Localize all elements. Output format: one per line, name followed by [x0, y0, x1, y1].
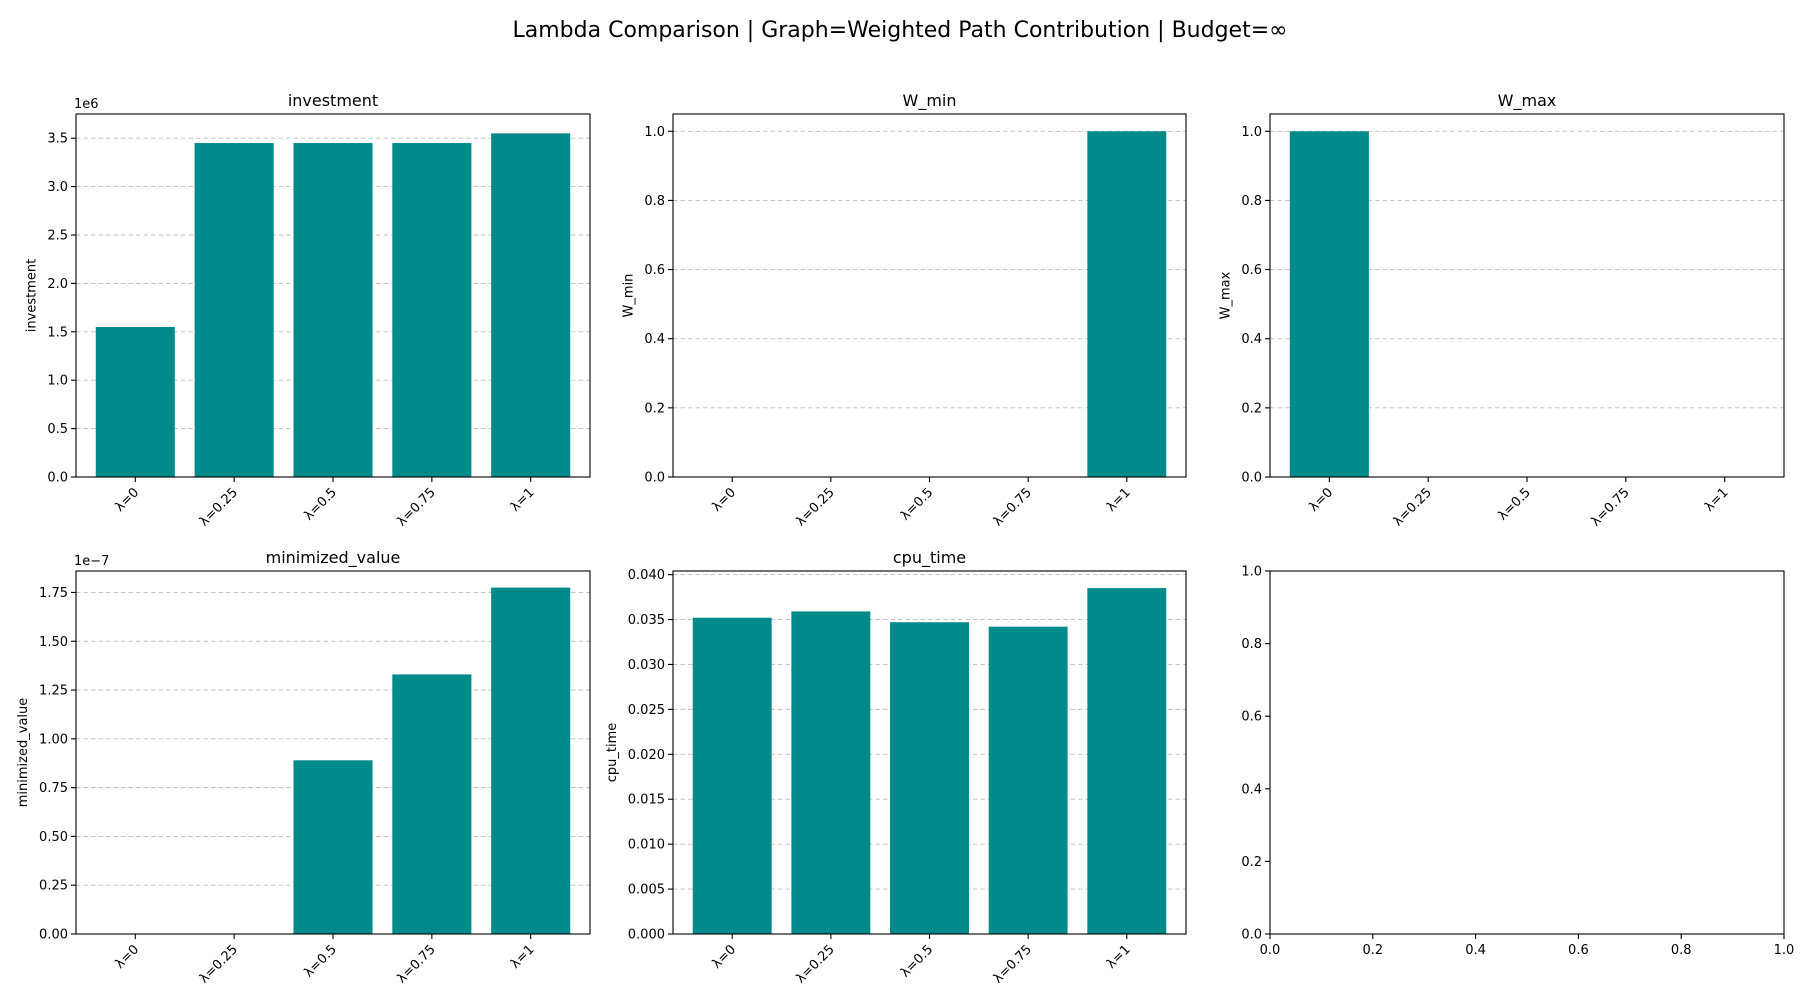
y-tick-label: 0.0: [47, 471, 68, 486]
axes-frame: [75, 113, 591, 478]
subplot-title: W_min: [903, 91, 957, 111]
bar: [1087, 588, 1167, 934]
y-tick-label: 1.0: [1241, 565, 1262, 580]
bar: [692, 617, 772, 934]
x-tick-label: 0.6: [1568, 943, 1589, 958]
bar: [194, 143, 274, 478]
subplot-title: W_max: [1498, 91, 1557, 111]
bar: [293, 760, 373, 934]
y-tick-label: 0.020: [628, 748, 665, 763]
y-tick-label: 0.5: [47, 422, 68, 437]
y-axis-label: minimized_value: [16, 698, 31, 807]
y-tick-label: 0.025: [628, 703, 665, 718]
y-tick-label: 1.50: [39, 635, 68, 650]
x-tick-label: 0.0: [1260, 943, 1281, 958]
y-tick-label: 0.50: [39, 830, 68, 845]
y-tick-label: 2.5: [47, 229, 68, 244]
y-tick-label: 0.0: [644, 471, 665, 486]
y-tick-label: 1.25: [39, 684, 68, 699]
y-tick-label: 0.75: [39, 781, 68, 796]
y-tick-label: 0.25: [39, 879, 68, 894]
y-tick-label: 0.4: [644, 332, 665, 347]
y-tick-label: 0.6: [644, 263, 665, 278]
axes-frame: [75, 570, 591, 935]
bar: [95, 326, 175, 477]
axes-frame: [1269, 570, 1785, 935]
y-tick-label: 1.00: [39, 732, 68, 747]
y-tick-label: 0.8: [644, 194, 665, 209]
bar: [1087, 131, 1167, 478]
y-tick-label: 1.75: [39, 586, 68, 601]
bar: [392, 143, 472, 478]
figure-title: Lambda Comparison | Graph=Weighted Path …: [513, 18, 1288, 43]
bar: [491, 133, 571, 478]
y-tick-label: 0.8: [1241, 637, 1262, 652]
subplot-4: λ=0 λ=0.25 λ=0.5 λ=0.75 λ=10.000.250.500.751…: [16, 548, 591, 986]
y-tick-label: 1.0: [47, 374, 68, 389]
y-tick-label: 0.4: [1241, 332, 1262, 347]
x-tick-label: 0.8: [1671, 943, 1692, 958]
bar: [293, 143, 373, 478]
axis-offset-label: 1e6: [74, 97, 99, 112]
bar: [491, 587, 571, 934]
y-tick-label: 3.0: [47, 180, 68, 195]
y-tick-label: 0.00: [39, 928, 68, 943]
axis-offset-label: 1e−7: [74, 554, 109, 569]
y-tick-label: 2.0: [47, 277, 68, 292]
y-tick-label: 0.4: [1241, 782, 1262, 797]
axes-frame: [672, 570, 1187, 935]
y-tick-label: 1.0: [1241, 125, 1262, 140]
y-tick-label: 0.8: [1241, 194, 1262, 209]
axes-frame: [672, 113, 1187, 478]
subplot-2: λ=0 λ=0.25 λ=0.5 λ=0.75 λ=10.00.20.40.60.81.…: [621, 91, 1187, 529]
y-tick-label: 3.5: [47, 132, 68, 147]
x-tick-label: 0.4: [1465, 943, 1486, 958]
y-tick-label: 0.000: [628, 928, 665, 943]
y-tick-label: 0.015: [628, 793, 665, 808]
y-tick-label: 0.6: [1241, 263, 1262, 278]
y-tick-label: 0.2: [644, 401, 665, 416]
y-tick-label: 1.5: [47, 325, 68, 340]
y-tick-label: 0.0: [1241, 471, 1262, 486]
y-tick-label: 0.010: [628, 838, 665, 853]
y-tick-label: 0.2: [1241, 401, 1262, 416]
bar: [1289, 131, 1369, 478]
y-tick-label: 0.030: [628, 658, 665, 673]
y-tick-label: 0.6: [1241, 710, 1262, 725]
subplot-5: λ=0 λ=0.25 λ=0.5 λ=0.75 λ=10.0000.0050.0100.…: [605, 548, 1187, 986]
y-axis-label: cpu_time: [605, 723, 620, 783]
bar: [392, 674, 472, 934]
y-axis-label: W_max: [1218, 271, 1233, 319]
y-tick-label: 0.005: [628, 883, 665, 898]
y-axis-label: W_min: [621, 274, 636, 318]
y-tick-label: 1.0: [644, 125, 665, 140]
y-axis-label: investment: [24, 259, 39, 332]
subplot-title: cpu_time: [893, 548, 966, 568]
y-tick-label: 0.040: [628, 568, 665, 583]
subplot-title: investment: [288, 91, 378, 110]
y-tick-label: 0.0: [1241, 928, 1262, 943]
axes-frame: [1269, 113, 1785, 478]
bar: [791, 611, 871, 934]
y-tick-label: 0.035: [628, 613, 665, 628]
x-tick-label: 1.0: [1774, 943, 1795, 958]
x-tick-label: 0.2: [1362, 943, 1383, 958]
subplot-6: 0.0 0.2 0.4 0.6 0.8 1.0 0.0 0.2 0.4 0.6 0.8 1.0: [1241, 565, 1794, 959]
subplot-title: minimized_value: [266, 548, 401, 568]
y-tick-label: 0.2: [1241, 855, 1262, 870]
bar: [988, 626, 1068, 934]
bar: [890, 622, 969, 934]
